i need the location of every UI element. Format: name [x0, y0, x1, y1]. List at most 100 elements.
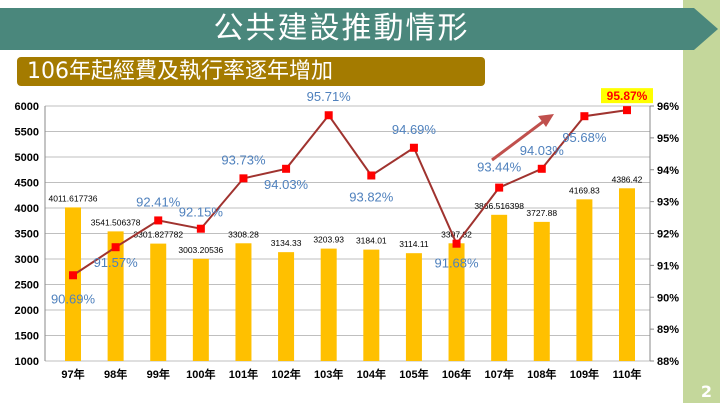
left-tick-label: 2500: [15, 280, 39, 292]
rate-label: 90.69%: [51, 291, 96, 306]
rate-marker: [282, 164, 291, 173]
rate-marker: [196, 224, 205, 233]
left-tick-label: 1000: [15, 356, 39, 368]
rate-marker: [623, 106, 631, 115]
left-tick-label: 3500: [15, 229, 39, 241]
bar-value-label: 3301.827782: [133, 230, 183, 240]
right-tick-label: 93%: [657, 197, 679, 209]
left-tick-label: 2000: [15, 305, 39, 317]
x-tick-label: 101年: [229, 367, 258, 381]
right-tick-label: 89%: [657, 324, 679, 336]
trend-arrow: [491, 116, 549, 162]
x-tick-label: 100年: [186, 367, 215, 381]
rate-label: 91.68%: [434, 256, 479, 271]
rate-label: 93.73%: [221, 152, 266, 167]
left-tick-label: 1500: [15, 331, 39, 343]
right-tick-label: 94%: [657, 165, 679, 177]
rate-marker: [452, 239, 461, 248]
rate-label: 94.03%: [264, 177, 309, 192]
bar: [576, 199, 593, 361]
rate-label: 95.71%: [307, 89, 352, 104]
x-tick-label: 104年: [357, 367, 386, 381]
bar: [192, 258, 209, 361]
bar-value-label: 3866.516398: [474, 201, 524, 211]
left-tick-label: 4000: [15, 203, 39, 215]
bar: [235, 243, 252, 361]
x-tick-label: 110年: [613, 367, 642, 381]
x-tick-label: 108年: [527, 367, 556, 381]
bar-value-label: 4011.617736: [48, 193, 97, 203]
bar-value-label: 3003.20536: [178, 245, 223, 255]
left-tick-label: 5500: [15, 127, 39, 139]
rate-label: 93.44%: [477, 160, 522, 175]
bar-value-label: 4169.83: [569, 185, 600, 195]
bar: [363, 249, 380, 361]
trend-arrow-head: [538, 114, 554, 127]
rate-label: 93.82%: [349, 189, 394, 204]
left-tick-label: 5000: [15, 152, 39, 164]
x-tick-label: 106年: [442, 367, 471, 381]
rate-line: [72, 109, 628, 277]
bar: [278, 252, 295, 361]
rate-marker: [239, 174, 248, 183]
right-tick-label: 91%: [657, 260, 679, 272]
bar: [619, 188, 635, 361]
left-tick-label: 3000: [15, 254, 39, 266]
subtitle: 106年起經費及執行率逐年增加: [17, 57, 485, 86]
rate-label: 92.15%: [179, 205, 224, 220]
left-tick-label: 4500: [15, 178, 39, 190]
rate-marker: [495, 183, 504, 192]
x-tick-label: 103年: [314, 367, 343, 381]
rate-label: 92.41%: [136, 194, 181, 209]
bar-value-label: 4386.42: [612, 174, 643, 184]
page-title: 公共建設推動情形: [213, 11, 470, 46]
left-tick-label: 6000: [15, 101, 39, 113]
rate-marker: [367, 171, 376, 180]
right-tick-label: 96%: [657, 101, 679, 113]
bar: [448, 243, 465, 361]
bar: [150, 243, 167, 361]
right-tick-label: 90%: [657, 292, 679, 304]
right-tick-label: 95%: [657, 133, 679, 145]
rate-label: 94.69%: [392, 122, 437, 137]
rate-marker: [111, 243, 120, 252]
bar-value-label: 3203.93: [313, 235, 344, 245]
x-tick-label: 109年: [570, 367, 599, 381]
rate-marker: [409, 143, 418, 152]
x-tick-label: 105年: [399, 367, 428, 381]
bar: [320, 248, 337, 361]
bar-value-label: 3307.82: [441, 229, 472, 239]
rate-label: 91.57%: [94, 255, 139, 270]
rate-marker: [69, 271, 77, 280]
rate-marker: [537, 164, 546, 173]
rate-marker: [580, 112, 589, 121]
x-tick-label: 97年: [61, 367, 84, 381]
bar-value-label: 3308.28: [228, 229, 259, 239]
rate-marker: [154, 216, 163, 225]
bar-value-label: 3541.506378: [91, 217, 141, 227]
title-banner: [0, 8, 718, 50]
side-strip: [683, 0, 720, 403]
x-tick-label: 102年: [271, 367, 300, 381]
rate-label: 95.87%: [607, 89, 648, 103]
rate-marker: [324, 111, 333, 120]
highlight-box: [601, 88, 653, 104]
rate-label: 94.03%: [520, 143, 565, 158]
bar: [107, 231, 124, 361]
rate-label: 95.68%: [562, 130, 607, 145]
right-tick-label: 92%: [657, 229, 679, 241]
x-tick-label: 107年: [484, 367, 513, 381]
bar-value-label: 3727.88: [526, 208, 557, 218]
bar: [533, 221, 550, 361]
bar-value-label: 3134.33: [271, 238, 302, 248]
right-tick-label: 88%: [657, 356, 679, 368]
bar: [405, 253, 422, 361]
page-number: 2: [700, 382, 712, 401]
x-tick-label: 99年: [147, 367, 170, 381]
bar-value-label: 3184.01: [356, 236, 387, 246]
bar-value-label: 3114.11: [399, 239, 429, 249]
bar: [491, 214, 508, 361]
x-tick-label: 98年: [104, 367, 127, 381]
bar: [65, 207, 81, 361]
